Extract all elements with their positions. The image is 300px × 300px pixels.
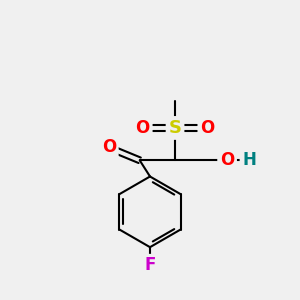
Text: S: S — [169, 119, 182, 137]
Text: H: H — [242, 151, 256, 169]
Text: O: O — [200, 119, 214, 137]
Text: O: O — [102, 138, 116, 156]
Text: O: O — [136, 119, 150, 137]
Text: O: O — [200, 119, 214, 137]
Text: O: O — [136, 119, 150, 137]
Text: S: S — [169, 119, 182, 137]
Text: O: O — [220, 151, 234, 169]
Text: H: H — [242, 151, 256, 169]
Text: F: F — [144, 256, 156, 274]
Text: O: O — [102, 138, 116, 156]
Text: F: F — [144, 256, 156, 274]
Text: O: O — [220, 151, 234, 169]
